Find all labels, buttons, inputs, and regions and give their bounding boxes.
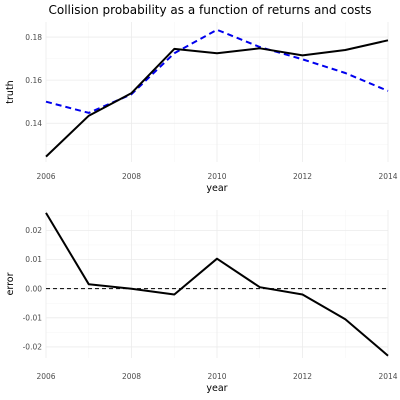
truth-x-axis-label: year — [206, 183, 227, 194]
error-x-tick-label: 2008 — [122, 372, 141, 381]
truth-x-tick-label: 2012 — [293, 172, 312, 181]
error-x-tick-label: 2012 — [293, 372, 312, 381]
truth-x-tick-label: 2008 — [122, 172, 141, 181]
error-panel: 2006 2008 2010 2012 2014 -0.02 -0.01 0.00 0.01 0.… — [5, 210, 398, 394]
truth-y-tick-label: 0.14 — [25, 119, 42, 128]
truth-x-tick-label: 2006 — [36, 172, 55, 181]
truth-y-tick-label: 0.16 — [25, 76, 42, 85]
truth-y-axis-label: truth — [5, 80, 16, 103]
error-y-tick-label: -0.02 — [23, 343, 43, 352]
error-x-tick-label: 2006 — [36, 372, 55, 381]
error-y-tick-label: 0.02 — [25, 226, 42, 235]
error-x-axis-label: year — [206, 383, 227, 394]
error-x-tick-label: 2014 — [378, 372, 397, 381]
error-y-axis-label: error — [5, 272, 16, 295]
error-y-tick-label: -0.01 — [23, 313, 43, 322]
truth-y-tick-label: 0.18 — [25, 33, 42, 42]
error-major-grid — [45, 210, 389, 358]
error-series-error — [45, 212, 389, 357]
error-y-tick-label: 0.01 — [25, 255, 42, 264]
chart-title: Collision probability as a function of r… — [48, 3, 371, 17]
truth-panel: 2006 2008 2010 2012 2014 0.14 0.16 0.18 year trut… — [5, 22, 398, 194]
truth-series-truth — [45, 39, 389, 158]
truth-x-tick-label: 2014 — [378, 172, 397, 181]
error-y-tick-label: 0.00 — [25, 284, 42, 293]
truth-major-grid — [45, 22, 389, 162]
error-x-tick-label: 2010 — [207, 372, 226, 381]
truth-x-tick-label: 2010 — [207, 172, 226, 181]
